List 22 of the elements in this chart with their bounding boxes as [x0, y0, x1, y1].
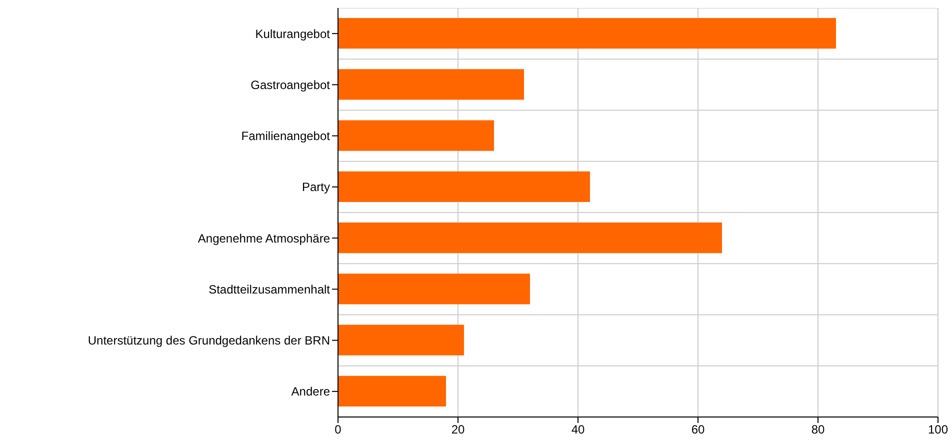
bar [338, 324, 464, 356]
y-tick-label: Gastroangebot [250, 78, 331, 92]
x-tick-label: 100 [928, 422, 948, 437]
y-tick-label: Unterstützung des Grundgedankens der BRN [88, 334, 330, 348]
y-tick-label: Andere [291, 384, 330, 399]
bar [338, 18, 836, 49]
bar [338, 274, 530, 304]
y-tick-label: Stadtteilzusammenhalt [208, 282, 331, 296]
x-tick-label: 60 [691, 422, 705, 437]
bar [338, 222, 722, 254]
x-tick-label: 0 [334, 422, 342, 437]
x-tick-label: 20 [451, 422, 465, 437]
y-tick-label: Party [302, 180, 330, 194]
y-tick-label: Angenehme Atmosphäre [198, 231, 330, 246]
y-tick-label: Kulturangebot [255, 26, 331, 41]
bar [338, 171, 590, 202]
y-tick-label: Familienangebot [241, 129, 331, 144]
x-tick-label: 80 [811, 422, 825, 437]
x-tick-label: 40 [571, 422, 585, 437]
bar [338, 69, 524, 100]
bar [338, 120, 494, 151]
bar [338, 376, 446, 407]
